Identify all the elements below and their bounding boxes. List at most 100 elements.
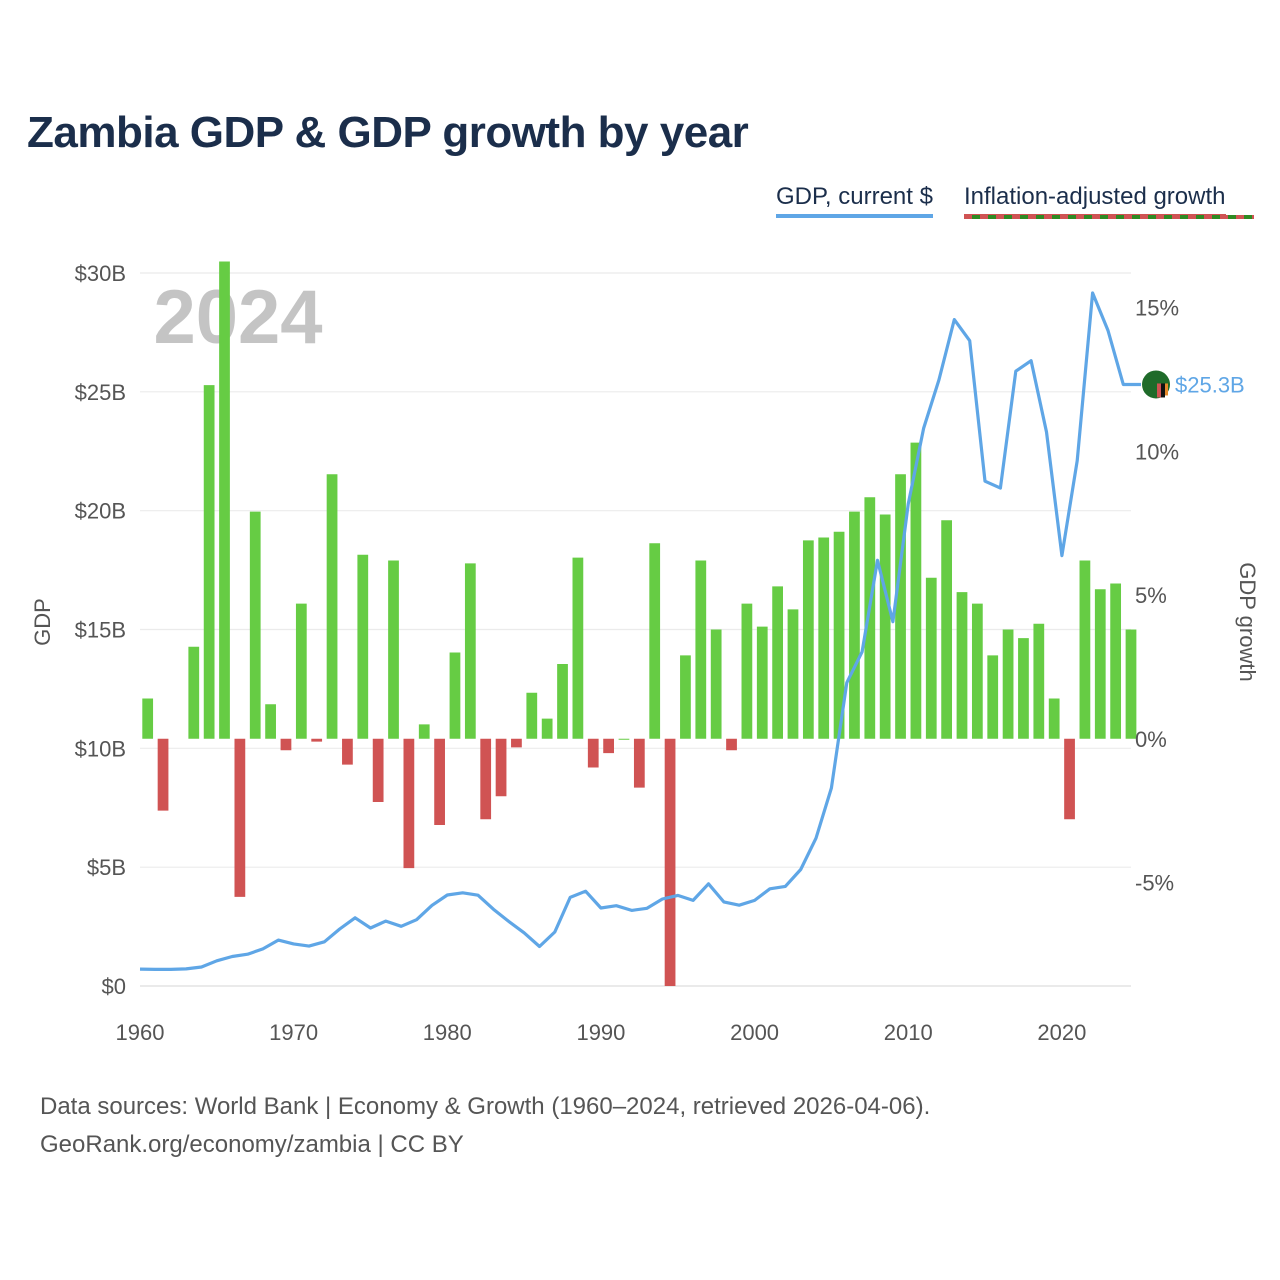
growth-bar-2021[interactable] — [1079, 560, 1091, 739]
legend-growth-swatch — [964, 215, 1254, 219]
y-left-tick-label: $25B — [75, 380, 126, 405]
growth-bar-1989[interactable] — [587, 738, 599, 768]
growth-bar-1988[interactable] — [572, 557, 584, 739]
growth-bar-1999[interactable] — [741, 603, 753, 739]
end-marker — [1142, 370, 1170, 399]
growth-bar-2017[interactable] — [1018, 638, 1029, 739]
source-line-2[interactable]: GeoRank.org/economy/zambia | CC BY — [40, 1131, 464, 1158]
y-left-tick-label: $30B — [75, 261, 126, 286]
flag-stripe-orange — [1165, 383, 1168, 396]
growth-bar-1970[interactable] — [295, 603, 307, 739]
x-tick-label: 1980 — [423, 1020, 472, 1045]
growth-bar-1980[interactable] — [449, 652, 461, 739]
growth-bar-2007[interactable] — [864, 497, 876, 739]
y-left-tick-label: $5B — [87, 855, 126, 880]
growth-bar-2016[interactable] — [1002, 629, 1014, 739]
growth-bar-1985[interactable] — [526, 692, 538, 739]
growth-bar-2013[interactable] — [956, 592, 968, 739]
growth-bar-1960[interactable] — [142, 698, 154, 739]
legend-gdp[interactable]: GDP, current $ — [776, 183, 933, 218]
growth-bar-2000[interactable] — [756, 626, 768, 739]
x-tick-label: 1960 — [116, 1020, 165, 1045]
growth-bar-2012[interactable] — [941, 520, 953, 739]
growth-bar-2022[interactable] — [1094, 589, 1106, 739]
growth-bar-1983[interactable] — [495, 738, 507, 797]
growth-bar-1982[interactable] — [480, 738, 492, 820]
year-watermark: 2024 — [153, 275, 322, 360]
growth-bar-2014[interactable] — [971, 603, 983, 739]
y-left-tick-label: $0 — [102, 974, 126, 999]
growth-bar-2023[interactable] — [1110, 583, 1122, 739]
growth-bar-1998[interactable] — [726, 738, 737, 751]
growth-bar-1972[interactable] — [326, 474, 338, 739]
growth-bar-2003[interactable] — [802, 540, 814, 739]
growth-bars — [142, 261, 1137, 986]
x-tick-label: 2010 — [884, 1020, 933, 1045]
growth-bar-1975[interactable] — [372, 738, 384, 802]
growth-bar-2019[interactable] — [1048, 698, 1060, 739]
growth-bar-2011[interactable] — [925, 577, 937, 739]
growth-bar-2015[interactable] — [987, 655, 999, 739]
growth-bar-1968[interactable] — [265, 704, 276, 739]
growth-bar-1966[interactable] — [234, 738, 246, 897]
growth-bar-1986[interactable] — [541, 718, 553, 739]
growth-bar-2006[interactable] — [849, 511, 860, 739]
growth-bar-1963[interactable] — [188, 646, 200, 739]
growth-bar-1979[interactable] — [434, 738, 445, 825]
growth-bar-2009[interactable] — [895, 474, 906, 739]
y-right-axis-label: GDP growth — [1235, 562, 1260, 681]
growth-bar-1996[interactable] — [695, 560, 707, 739]
growth-bar-2024[interactable] — [1125, 629, 1137, 739]
growth-bar-1994[interactable] — [664, 738, 676, 986]
y-right-tick-label: 5% — [1135, 583, 1167, 608]
x-tick-label: 2020 — [1037, 1020, 1086, 1045]
growth-bar-2001[interactable] — [772, 586, 783, 739]
growth-bar-1990[interactable] — [603, 738, 614, 754]
y-right-tick-label: -5% — [1135, 871, 1174, 896]
legend-growth[interactable]: Inflation-adjusted growth — [964, 183, 1226, 214]
growth-bar-1974[interactable] — [357, 554, 369, 739]
flag-stripe-red — [1157, 383, 1161, 398]
growth-bar-2020[interactable] — [1064, 738, 1075, 820]
growth-bar-1971[interactable] — [311, 738, 323, 742]
x-tick-label: 1970 — [269, 1020, 318, 1045]
growth-bar-2018[interactable] — [1033, 623, 1045, 739]
x-tick-label: 2000 — [730, 1020, 779, 1045]
growth-bar-1995[interactable] — [680, 655, 691, 739]
growth-bar-1976[interactable] — [388, 560, 399, 739]
growth-bar-2005[interactable] — [833, 531, 845, 739]
y-left-axis-label: GDP — [30, 598, 55, 646]
source-line-1: Data sources: World Bank | Economy & Gro… — [40, 1093, 931, 1120]
growth-bar-1965[interactable] — [219, 261, 230, 739]
growth-bar-2002[interactable] — [787, 609, 799, 739]
growth-bar-1987[interactable] — [557, 664, 568, 739]
growth-bar-2010[interactable] — [910, 442, 922, 739]
y-left-tick-label: $20B — [75, 499, 126, 524]
growth-bar-2008[interactable] — [879, 514, 891, 739]
x-tick-label: 1990 — [576, 1020, 625, 1045]
growth-bar-1961[interactable] — [157, 738, 169, 811]
y-right-tick-label: 15% — [1135, 296, 1179, 321]
y-right-tick-label: 10% — [1135, 439, 1179, 464]
growth-bar-1992[interactable] — [633, 738, 645, 788]
end-value-label: $25.3B — [1175, 372, 1245, 397]
growth-bar-1981[interactable] — [464, 563, 476, 739]
growth-bar-1991[interactable] — [618, 738, 630, 740]
chart: 2024 $25.3B $0 $5B $10B $15B $20B $25B $30B -5%… — [30, 261, 1260, 1045]
growth-bar-1993[interactable] — [649, 543, 661, 739]
growth-bar-1978[interactable] — [418, 724, 430, 739]
growth-bar-2004[interactable] — [818, 537, 830, 739]
growth-bar-1969[interactable] — [280, 738, 292, 751]
growth-bar-1967[interactable] — [249, 511, 261, 739]
growth-bar-1997[interactable] — [710, 629, 722, 739]
y-left-tick-label: $10B — [75, 736, 126, 761]
source-note: Data sources: World Bank | Economy & Gro… — [40, 1088, 930, 1164]
growth-bar-1984[interactable] — [511, 738, 522, 748]
gdp-line — [139, 291, 1141, 971]
growth-bar-1977[interactable] — [403, 738, 415, 869]
growth-bar-1973[interactable] — [342, 738, 353, 765]
y-left-tick-label: $15B — [75, 618, 126, 643]
growth-bar-1964[interactable] — [203, 385, 215, 739]
chart-title: Zambia GDP & GDP growth by year — [27, 108, 749, 157]
axes: $0 $5B $10B $15B $20B $25B $30B -5% 0% 5% 10% 15% 19… — [75, 261, 1179, 1045]
